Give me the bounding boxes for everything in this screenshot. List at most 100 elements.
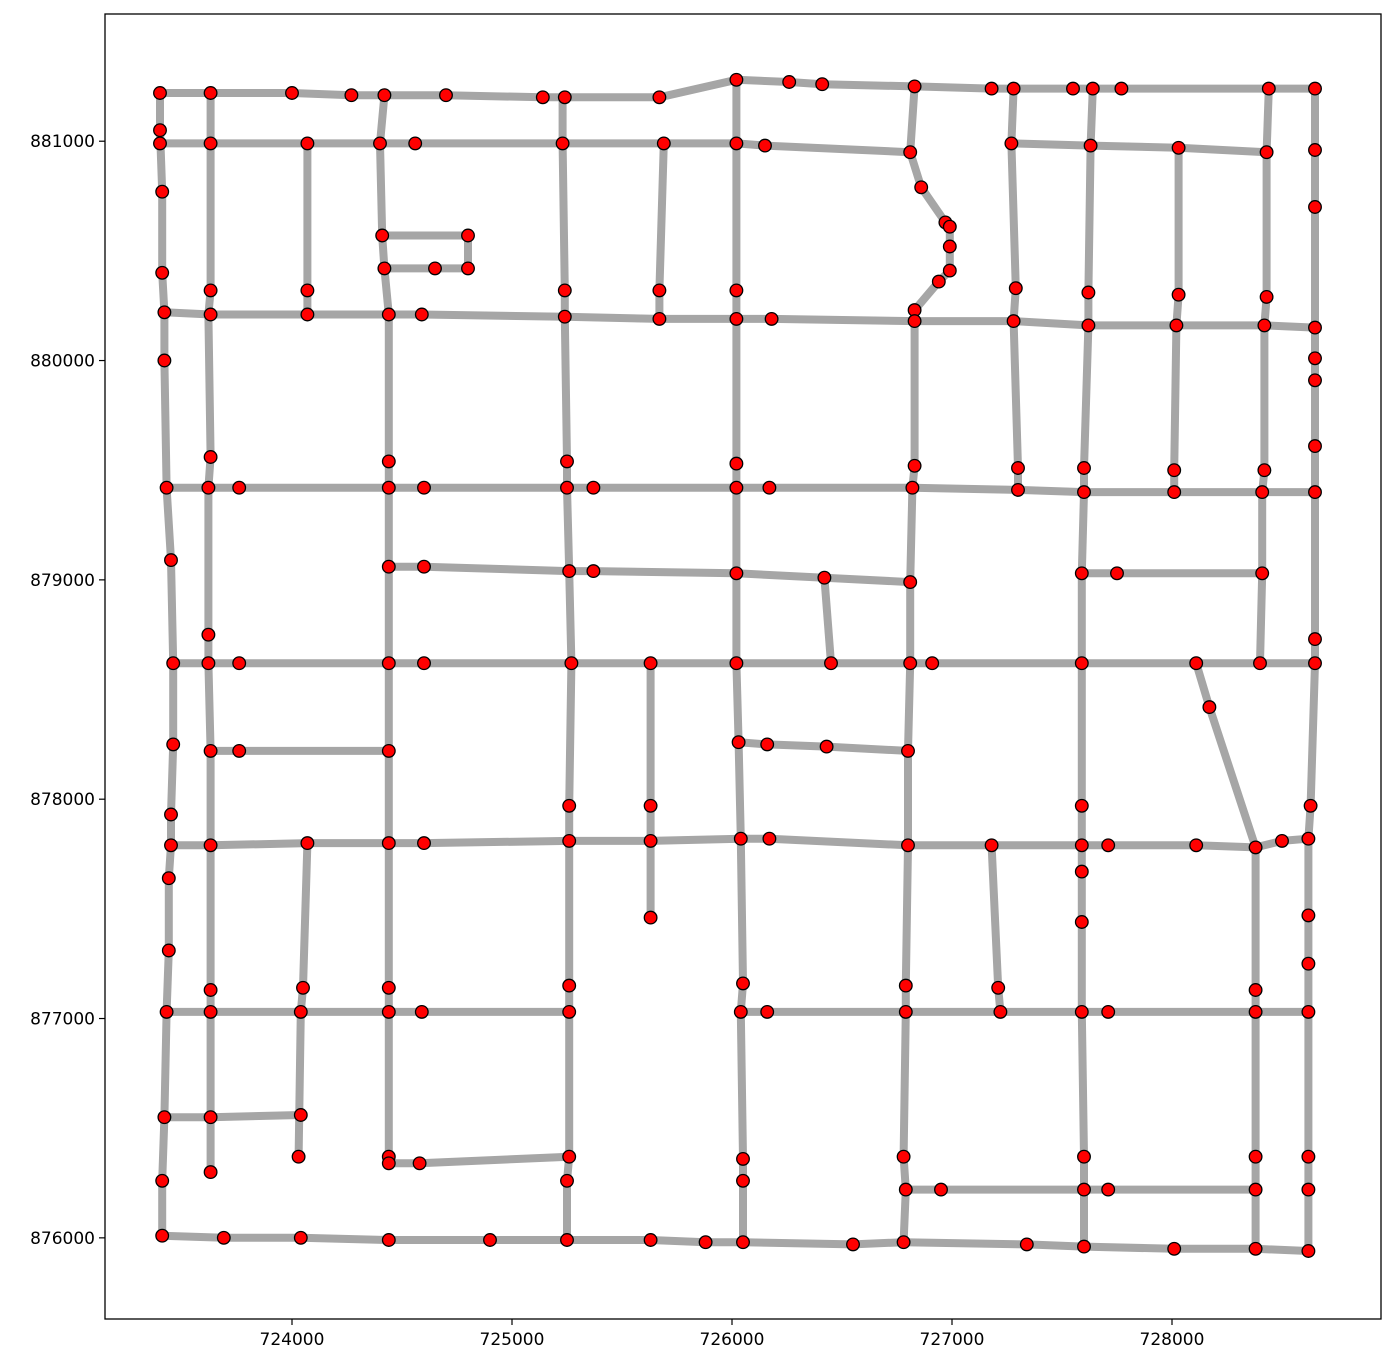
- street-node: [846, 1237, 860, 1252]
- street-node: [656, 136, 671, 151]
- street-node: [557, 309, 572, 324]
- street-node: [414, 1004, 429, 1019]
- x-tick-label: 724000: [260, 1330, 325, 1350]
- street-node: [1004, 136, 1019, 151]
- street-node: [1275, 833, 1289, 848]
- street-node: [729, 480, 744, 495]
- street-node: [652, 311, 667, 326]
- street-node: [1255, 485, 1270, 500]
- street-node: [201, 480, 216, 495]
- street-node: [1257, 463, 1272, 478]
- street-node: [1101, 1004, 1116, 1019]
- street-node: [560, 1173, 574, 1188]
- street-node: [417, 480, 431, 495]
- x-axis-ticks: 724000 725000 726000 727000 728000: [260, 1319, 1205, 1350]
- street-node: [815, 77, 830, 92]
- street-node: [381, 307, 396, 322]
- street-node: [1303, 798, 1318, 813]
- street-node: [652, 283, 667, 298]
- street-node: [232, 743, 247, 758]
- street-node: [412, 1156, 427, 1171]
- street-edge: [1077, 88, 1097, 1247]
- street-edge: [1304, 88, 1319, 1251]
- street-node: [907, 79, 922, 94]
- street-node: [381, 1233, 396, 1247]
- street-node: [1077, 1182, 1091, 1197]
- street-node: [381, 480, 396, 495]
- street-node: [1006, 314, 1021, 329]
- x-tick-label: 728000: [1140, 1330, 1205, 1350]
- street-node: [1085, 81, 1100, 96]
- street-node: [1308, 200, 1322, 214]
- street-node: [296, 980, 310, 995]
- street-node: [942, 219, 957, 234]
- street-node: [762, 831, 777, 846]
- street-node: [291, 1149, 306, 1164]
- street-node: [993, 1004, 1008, 1019]
- street-node: [344, 88, 359, 103]
- street-node: [1248, 1004, 1263, 1019]
- street-node: [201, 656, 216, 671]
- street-node: [1074, 656, 1089, 671]
- y-axis-ticks: 876000 877000 878000 879000 880000 881000: [30, 132, 105, 1249]
- y-tick-label: 877000: [30, 1010, 95, 1030]
- street-node: [560, 480, 574, 495]
- street-node: [736, 1235, 750, 1250]
- street-node: [293, 1230, 308, 1245]
- street-node: [1248, 840, 1263, 855]
- street-node: [564, 656, 579, 671]
- street-node: [1081, 318, 1096, 333]
- street-node: [414, 307, 429, 322]
- street-node: [736, 1151, 750, 1166]
- x-tick-label: 725000: [480, 1330, 545, 1350]
- street-node: [758, 138, 772, 153]
- street-node: [901, 743, 915, 758]
- street-node: [203, 1004, 218, 1019]
- street-node: [216, 1230, 231, 1245]
- street-node: [153, 136, 167, 151]
- street-node: [1255, 566, 1270, 581]
- street-node: [1301, 956, 1316, 971]
- street-node: [931, 274, 946, 289]
- street-edge: [820, 577, 835, 664]
- street-node: [733, 831, 748, 846]
- street-node: [164, 553, 178, 568]
- street-node: [381, 559, 396, 574]
- street-node: [293, 1108, 308, 1122]
- street-node: [1301, 908, 1316, 923]
- street-node: [903, 575, 918, 590]
- street-node: [731, 735, 746, 750]
- street-node: [381, 743, 396, 758]
- street-node: [1074, 838, 1089, 853]
- street-node: [1083, 138, 1098, 153]
- axes-frame: [104, 13, 1382, 1320]
- street-node: [164, 838, 178, 853]
- street-node: [1167, 485, 1182, 500]
- street-node: [373, 136, 387, 151]
- street-node: [300, 136, 315, 151]
- street-node: [1202, 700, 1217, 715]
- street-node: [381, 836, 396, 851]
- street-node: [934, 1182, 948, 1197]
- street-node: [1308, 439, 1322, 454]
- street-node: [1074, 566, 1089, 581]
- street-node: [729, 72, 744, 87]
- street-node: [203, 283, 218, 298]
- street-node: [898, 978, 913, 993]
- street-node: [155, 265, 170, 280]
- street-node: [1308, 656, 1322, 671]
- street-node: [914, 180, 929, 195]
- street-node: [300, 283, 315, 298]
- street-edge: [738, 738, 909, 755]
- street-node: [203, 983, 218, 997]
- street-node: [903, 656, 918, 671]
- street-node: [896, 1149, 911, 1164]
- street-node: [1301, 1149, 1316, 1164]
- street-node: [1011, 461, 1025, 475]
- street-node: [1301, 1244, 1316, 1258]
- street-node: [285, 86, 299, 100]
- street-node: [155, 1173, 170, 1188]
- street-edge: [156, 93, 178, 1236]
- street-node: [557, 90, 572, 105]
